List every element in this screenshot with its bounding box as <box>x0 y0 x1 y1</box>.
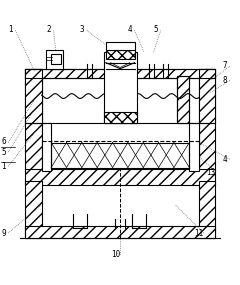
Text: 5: 5 <box>1 148 6 156</box>
Text: 6: 6 <box>1 137 6 146</box>
Bar <box>177 76 189 123</box>
Text: 1: 1 <box>1 162 6 171</box>
Bar <box>106 50 134 59</box>
Text: 2: 2 <box>47 25 51 34</box>
Bar <box>199 69 216 171</box>
Text: 5: 5 <box>154 25 158 34</box>
Text: 8: 8 <box>223 76 227 85</box>
Text: 1: 1 <box>8 25 13 34</box>
Bar <box>199 181 216 238</box>
Bar <box>177 76 189 123</box>
Text: 10: 10 <box>111 251 120 259</box>
Bar <box>42 123 51 171</box>
Bar <box>46 50 63 69</box>
Bar <box>25 226 216 238</box>
Text: 11: 11 <box>194 229 204 237</box>
Bar <box>25 69 42 123</box>
Bar <box>25 69 42 171</box>
Text: 3: 3 <box>80 25 84 34</box>
Text: 4: 4 <box>127 25 132 34</box>
Bar <box>189 123 199 171</box>
Text: 9: 9 <box>1 229 6 237</box>
Bar <box>25 169 216 185</box>
Text: 4: 4 <box>223 155 227 164</box>
Bar <box>103 111 137 123</box>
Bar <box>103 52 137 123</box>
Text: 13: 13 <box>206 168 215 177</box>
Bar <box>25 69 216 78</box>
Bar <box>199 69 216 123</box>
Bar <box>106 42 134 50</box>
Bar <box>51 54 61 64</box>
Text: 7: 7 <box>223 61 227 70</box>
Bar <box>25 181 42 238</box>
